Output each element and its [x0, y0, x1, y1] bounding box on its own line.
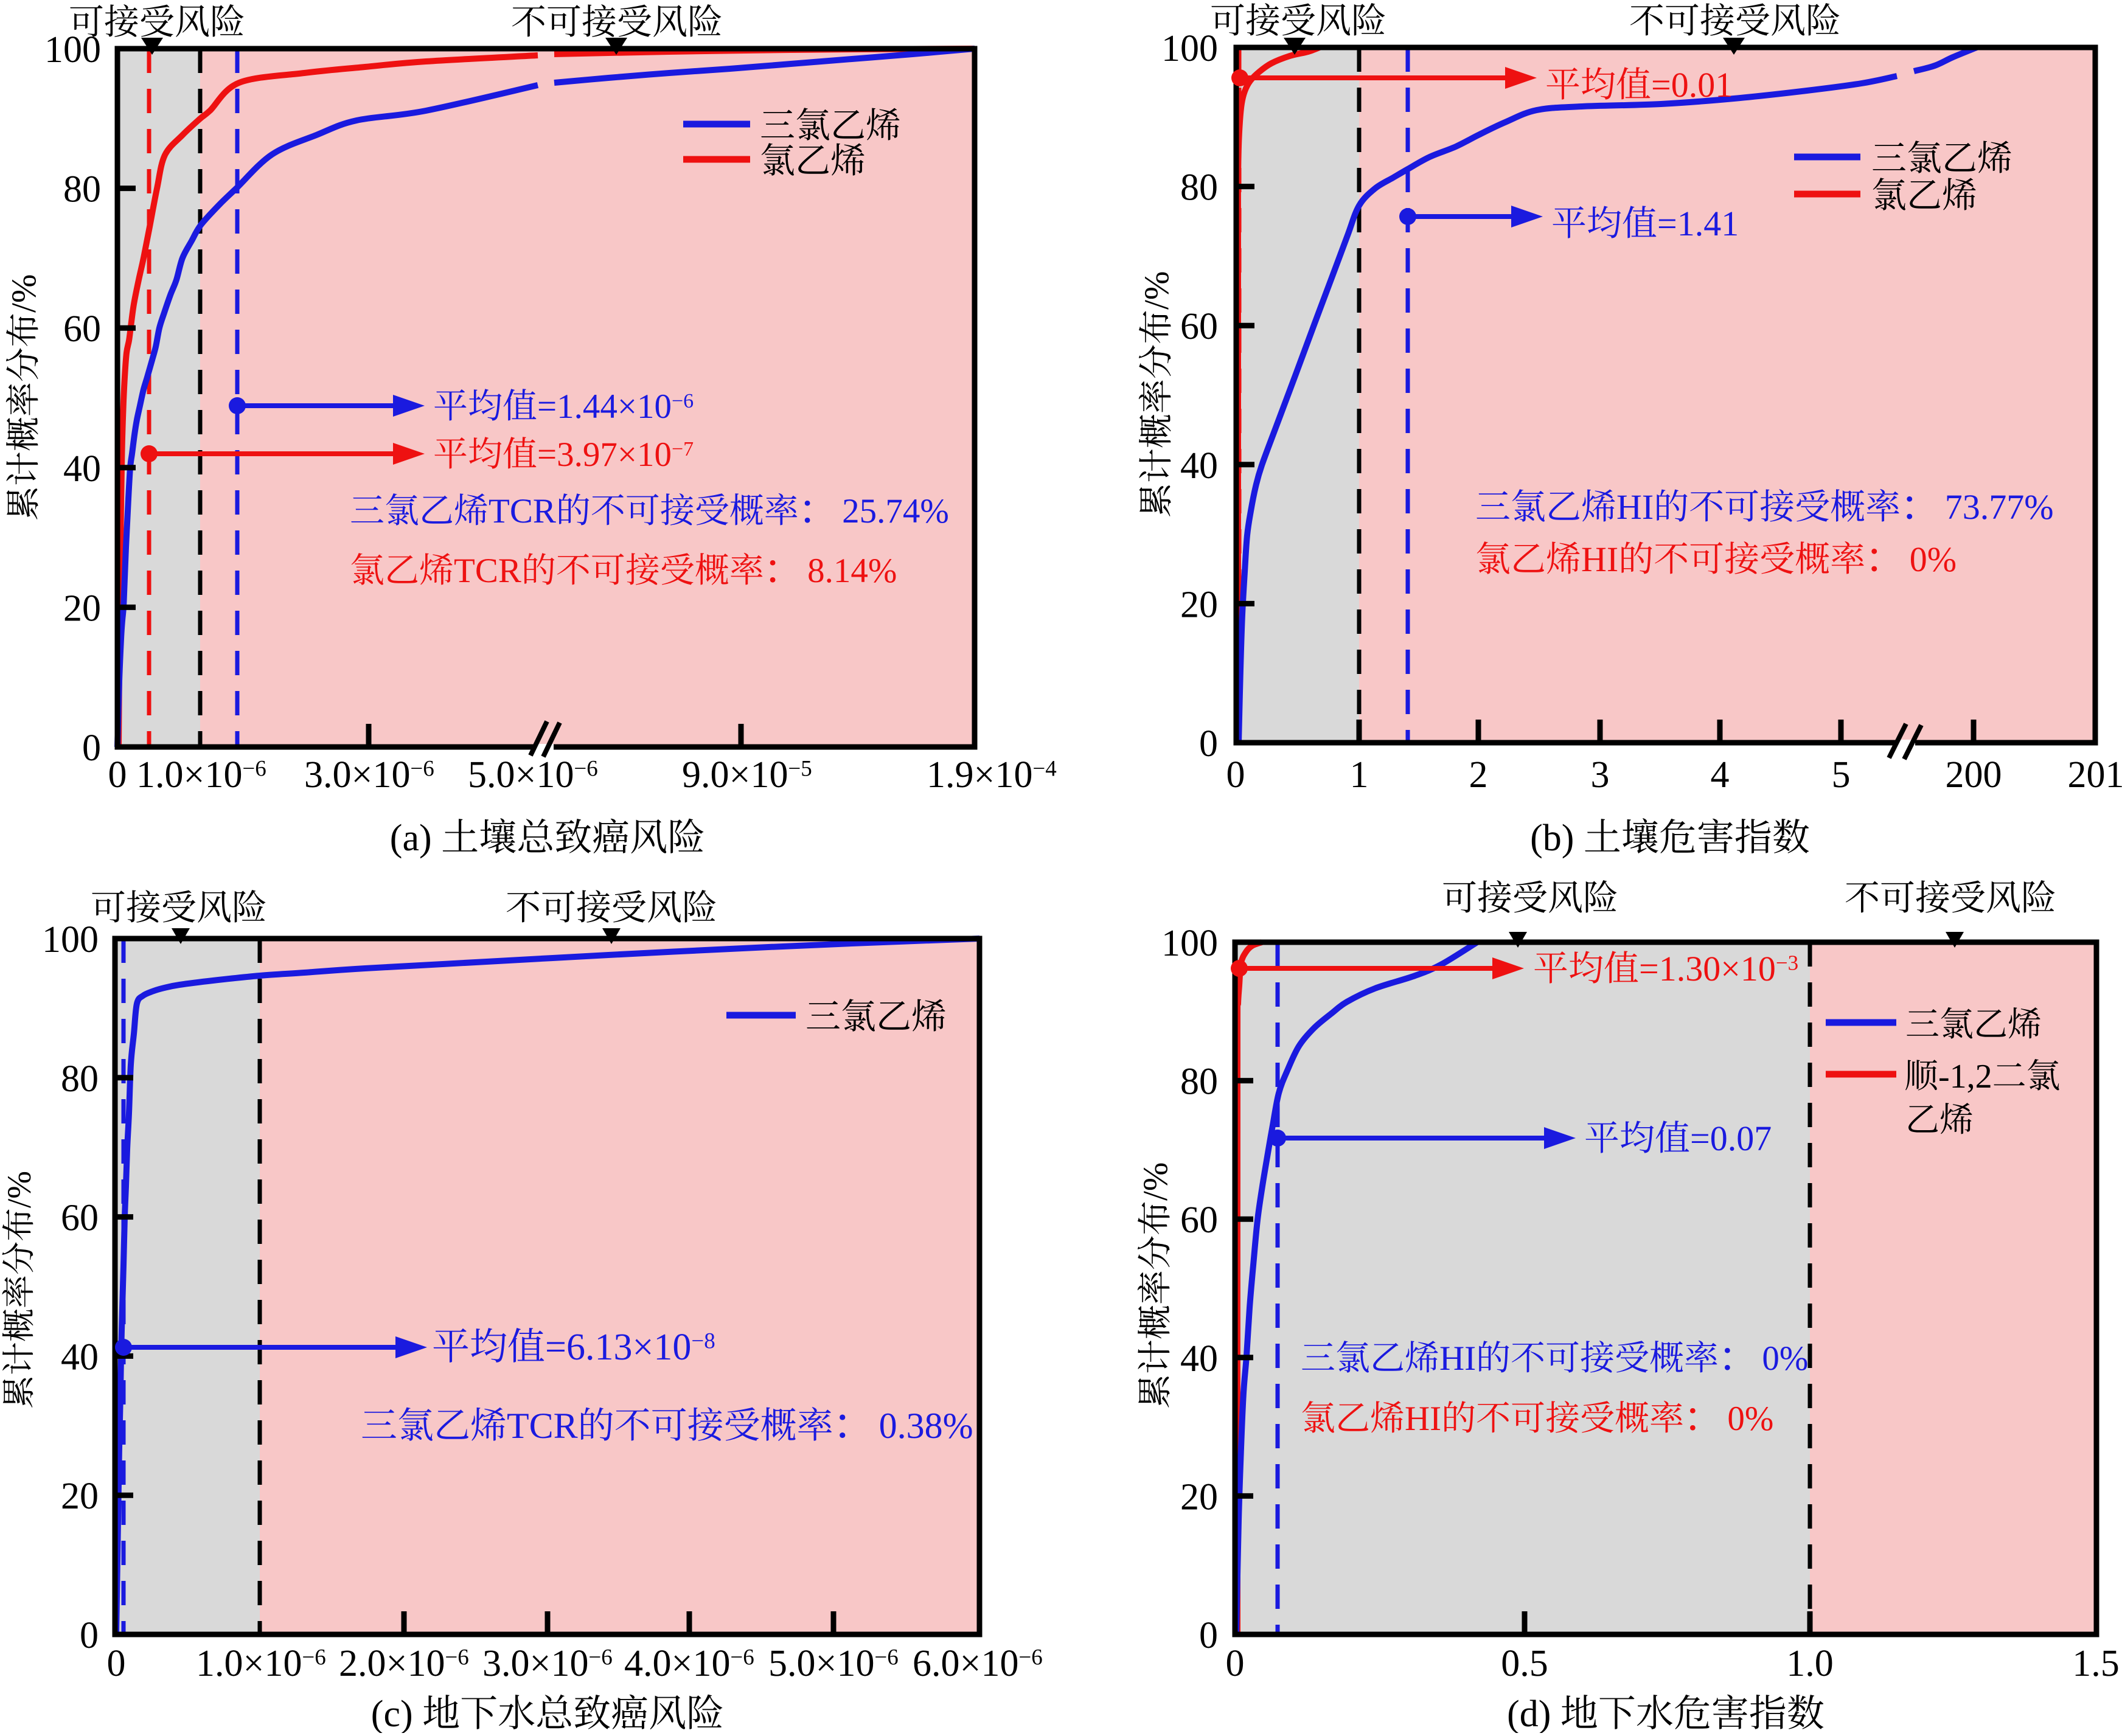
svg-text:1.9×10: 1.9×10 [927, 754, 1032, 796]
svg-text:=6.13×10: =6.13×10 [545, 1327, 691, 1368]
svg-text:0: 0 [1226, 754, 1245, 796]
svg-text:20: 20 [1180, 1476, 1218, 1518]
svg-text:=1.44×10: =1.44×10 [537, 387, 672, 426]
svg-text:−3: −3 [1776, 951, 1798, 975]
svg-text:HI: HI [1405, 1400, 1441, 1438]
svg-text:(a): (a) [390, 818, 432, 859]
svg-text:3.0×10: 3.0×10 [304, 754, 410, 796]
svg-text:−6: −6 [588, 1645, 612, 1670]
svg-text:−6: −6 [445, 1645, 468, 1670]
svg-text:−6: −6 [410, 756, 434, 781]
svg-text:200: 200 [1946, 754, 2002, 796]
svg-text:/%: /% [1, 1171, 38, 1208]
svg-text:=1.41: =1.41 [1657, 204, 1739, 243]
svg-text:60: 60 [63, 308, 101, 350]
svg-text:2: 2 [1469, 754, 1488, 796]
svg-text:−8: −8 [691, 1328, 715, 1353]
svg-text:201: 201 [2068, 754, 2122, 796]
svg-text:40: 40 [1180, 445, 1218, 487]
svg-text:1: 1 [1350, 754, 1369, 796]
svg-text:−6: −6 [574, 756, 597, 781]
svg-text:20: 20 [1180, 584, 1218, 625]
svg-text:20: 20 [61, 1476, 99, 1517]
svg-text:60: 60 [1180, 1200, 1218, 1241]
svg-text:40: 40 [63, 448, 101, 490]
svg-text:80: 80 [1180, 1061, 1218, 1103]
svg-text:=0.07: =0.07 [1690, 1119, 1772, 1158]
svg-text:80: 80 [1180, 167, 1218, 209]
svg-text:100: 100 [42, 919, 99, 960]
svg-text:-1,2: -1,2 [1938, 1058, 1992, 1095]
svg-text:/%: /% [1136, 1162, 1175, 1201]
svg-text:1.0: 1.0 [1786, 1643, 1834, 1684]
svg-text:4.0×10: 4.0×10 [624, 1643, 730, 1684]
svg-text:： 8.14%: ： 8.14% [764, 552, 897, 590]
svg-text:1.0×10: 1.0×10 [196, 1643, 302, 1684]
svg-text:6.0×10: 6.0×10 [913, 1643, 1018, 1684]
svg-text:20: 20 [63, 588, 101, 629]
svg-text:： 73.77%: ： 73.77% [1901, 487, 2053, 527]
svg-text:3.0×10: 3.0×10 [482, 1643, 588, 1684]
svg-text:0: 0 [108, 754, 127, 796]
svg-text:TCR: TCR [454, 552, 521, 590]
svg-text:HI: HI [1616, 487, 1654, 527]
svg-text:： 0%: ： 0% [1684, 1400, 1773, 1438]
svg-text:： 25.74%: ： 25.74% [799, 492, 949, 530]
svg-text:=1.30×10: =1.30×10 [1639, 949, 1776, 988]
svg-text:/%: /% [1138, 271, 1176, 310]
svg-text:100: 100 [44, 29, 101, 71]
svg-text:2.0×10: 2.0×10 [339, 1643, 445, 1684]
svg-text:： 0%: ： 0% [1719, 1339, 1808, 1378]
svg-text:(d): (d) [1507, 1693, 1551, 1733]
svg-text:0: 0 [107, 1643, 126, 1684]
svg-text:−6: −6 [730, 1645, 754, 1670]
svg-text:1.0×10: 1.0×10 [136, 754, 242, 796]
svg-text:0: 0 [1199, 723, 1218, 765]
svg-text:80: 80 [61, 1058, 99, 1100]
svg-text:0: 0 [82, 727, 101, 769]
svg-text:3: 3 [1591, 754, 1610, 796]
svg-text:： 0%: ： 0% [1865, 540, 1957, 579]
svg-text:40: 40 [61, 1336, 99, 1378]
svg-text:1.5: 1.5 [2072, 1643, 2120, 1684]
svg-text:5.0×10: 5.0×10 [468, 754, 574, 796]
svg-text:100: 100 [1161, 923, 1218, 964]
svg-text:−4: −4 [1032, 756, 1056, 781]
svg-text:−6: −6 [242, 756, 266, 781]
svg-text:TCR: TCR [507, 1406, 578, 1446]
svg-text:−6: −6 [672, 390, 694, 412]
svg-text:9.0×10: 9.0×10 [682, 754, 788, 796]
svg-text:TCR: TCR [489, 492, 556, 530]
svg-text:0.5: 0.5 [1501, 1643, 1548, 1684]
svg-text:−5: −5 [788, 756, 812, 781]
svg-text:5.0×10: 5.0×10 [768, 1643, 874, 1684]
svg-text:=0.01: =0.01 [1651, 65, 1733, 105]
svg-text:100: 100 [1161, 28, 1218, 69]
svg-text:HI: HI [1439, 1339, 1476, 1378]
svg-text:80: 80 [63, 169, 101, 210]
svg-text:−6: −6 [874, 1645, 898, 1670]
svg-text:0: 0 [80, 1615, 99, 1656]
svg-text:0: 0 [1226, 1643, 1245, 1684]
svg-text:5: 5 [1832, 754, 1851, 796]
svg-text:=3.97×10: =3.97×10 [537, 436, 672, 474]
svg-text:−7: −7 [672, 438, 694, 460]
svg-text:0: 0 [1199, 1615, 1218, 1656]
svg-text:(c): (c) [371, 1693, 413, 1733]
svg-text:/%: /% [5, 274, 43, 313]
svg-text:60: 60 [1180, 306, 1218, 347]
svg-text:60: 60 [61, 1198, 99, 1239]
svg-text:(b): (b) [1530, 818, 1574, 859]
svg-text:： 0.38%: ： 0.38% [833, 1406, 973, 1446]
svg-text:−6: −6 [1018, 1645, 1042, 1670]
svg-text:−6: −6 [302, 1645, 325, 1670]
svg-text:4: 4 [1711, 754, 1730, 796]
svg-text:HI: HI [1581, 540, 1618, 579]
svg-text:40: 40 [1180, 1338, 1218, 1380]
